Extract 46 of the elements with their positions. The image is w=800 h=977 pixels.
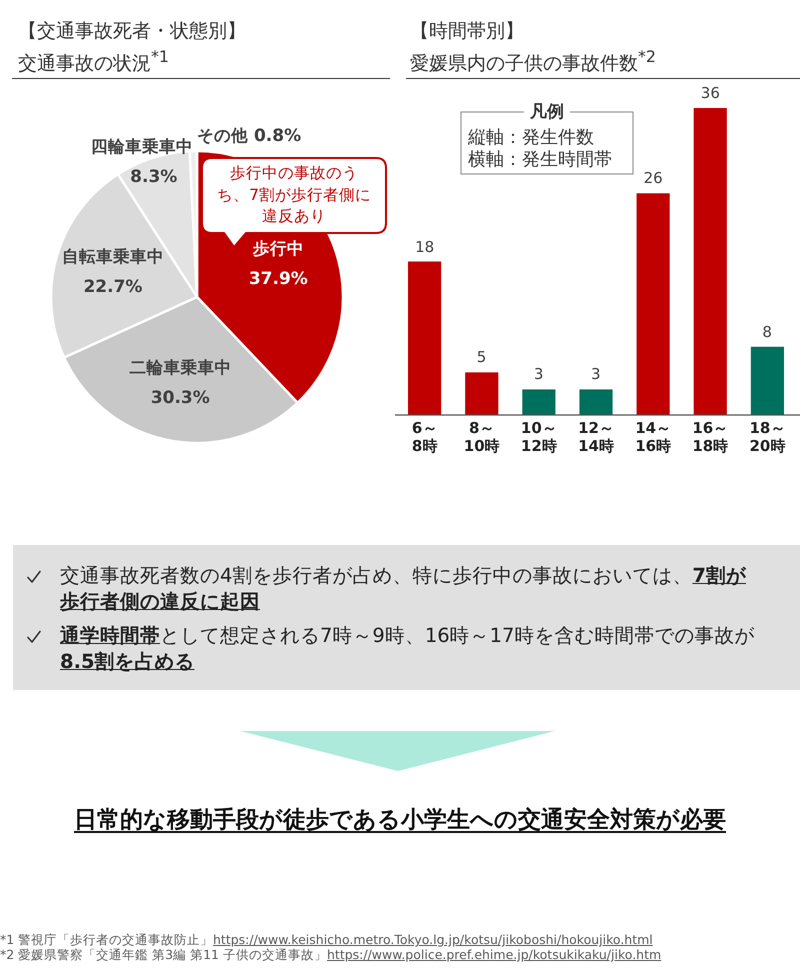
bar [522,389,556,415]
bar [408,262,442,415]
data-label: 8.3% [130,167,178,188]
x-tick-label: 16～18時 [691,419,730,455]
data-label: 22.7% [83,277,142,298]
text: https://www.keishicho.metro.Tokyo.lg.jp/kotsu/jikoboshi/hokoujiko.html [213,932,653,947]
x-tick-label: 14～16時 [634,419,672,455]
data-label: 18 [415,238,434,256]
text: 日常的な移動手段が徒歩である小学生への交通安全対策が必要 [74,807,726,833]
bar [750,346,784,415]
x-tick-label: 18～20時 [748,419,786,455]
text: 歩行中の事故のうち、7割が歩行者側に違反あり [216,163,372,227]
data-label: 3 [534,365,544,384]
annotation: 横軸：発生時間帯 [468,149,612,171]
chart-subtitle: 交通事故の状況$^{*1}$ [18,46,169,76]
data-label: 3 [591,365,601,384]
data-label: 0.8% [254,126,302,146]
text: https://www.police.pref.ehime.jp/kotsukikaku/jiko.htm [327,947,662,962]
bar [694,108,727,415]
bar [636,193,670,415]
chart-subtitle: 愛媛県内の子供の事故件数$^{*2}$ [410,46,656,76]
data-label: 26 [644,169,663,188]
annotation: 縦軸：発生件数 [468,127,594,149]
text: *2 愛媛県警察「交通年鑑 第3編 第11 子供の交通事故」 [0,947,327,962]
slice-label: 二輪車乗車中 [129,358,232,378]
chart-title: 【時間帯別】 [410,19,524,44]
data-label: 8 [762,322,772,341]
x-tick-label: 6～8時 [410,419,438,455]
x-tick-label: 10～12時 [520,419,558,455]
data-label: 37.9% [248,269,308,290]
slice-label: その他 [196,126,248,146]
text: 交通事故死者数の4割を歩行者が占め、特に歩行中の事故においては、7割が歩行者側の違反に起因 [60,564,746,613]
data-label: 36 [700,84,720,102]
bar [579,389,613,415]
slice-label: 歩行中 [252,239,304,260]
chart-title: 【交通事故死者・状態別】 [18,19,246,44]
data-label: 5 [476,348,486,366]
x-tick-label: 8～10時 [462,419,501,455]
text: 通学時間帯として想定される7時～9時、16時～17時を含む時間帯での事故が8.5割を占める [60,623,756,675]
data-label: 30.3% [150,388,210,408]
text: *1 警視庁「歩行者の交通事故防止」 [0,932,214,947]
x-tick-label: 12～14時 [577,419,615,455]
annotation: 凡例 [524,102,570,122]
bar [465,372,498,415]
slice-label: 四輪車乗車中 [91,137,193,158]
slice-label: 自転車乗車中 [62,247,164,268]
